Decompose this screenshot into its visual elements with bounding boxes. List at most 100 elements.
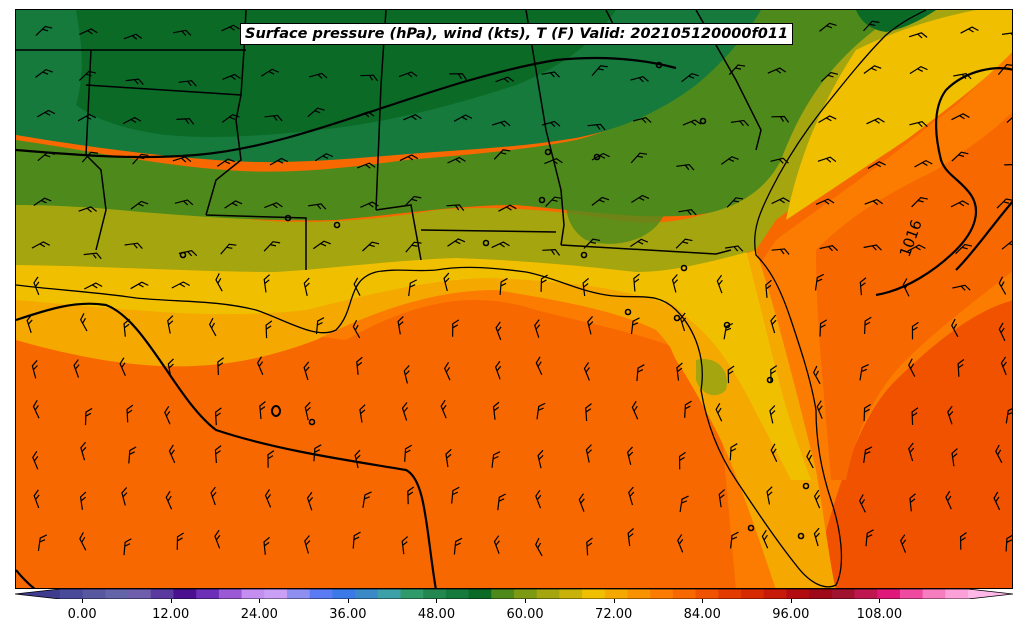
wind-barb xyxy=(770,157,789,164)
colorbar-swatch xyxy=(922,589,946,599)
state-borders xyxy=(16,10,762,270)
colorbar-swatch xyxy=(627,589,651,599)
wind-barb xyxy=(952,284,971,291)
wind-barb xyxy=(401,402,409,421)
wind-barb xyxy=(167,315,174,334)
wind-barb xyxy=(863,244,882,251)
wind-barb xyxy=(122,116,142,125)
wind-barb xyxy=(132,153,149,165)
wind-barb xyxy=(864,198,884,206)
wind-barb xyxy=(950,200,970,208)
wind-barb xyxy=(124,242,143,250)
wind-barb xyxy=(221,24,240,32)
colorbar-tick-label: 0.00 xyxy=(67,607,97,622)
wind-barb xyxy=(495,321,502,341)
wind-barb xyxy=(208,317,217,337)
olive-patch-fl xyxy=(696,359,727,396)
wind-barb xyxy=(542,249,561,256)
isobar-atlantic-2 xyxy=(955,200,1012,271)
wind-barb xyxy=(679,495,689,513)
wind-barb xyxy=(79,28,98,35)
colorbar-tick-label: 48.00 xyxy=(417,607,456,622)
colorbar-swatch xyxy=(332,589,356,599)
wind-barb xyxy=(998,322,1006,342)
wind-barb xyxy=(222,73,241,80)
colorbar-swatch xyxy=(287,589,311,599)
atlantic-coast-yellow xyxy=(786,10,1012,220)
wind-barb xyxy=(444,362,451,381)
wind-barb xyxy=(1004,163,1012,171)
isobar-gulf xyxy=(16,302,437,588)
wind-barb xyxy=(443,272,450,292)
wind-barb xyxy=(863,65,882,74)
wind-barb xyxy=(178,250,198,257)
colorbar-swatch xyxy=(218,589,243,599)
olive-patch-ga xyxy=(565,167,666,244)
colorbar-swatch xyxy=(650,589,674,599)
wind-barb xyxy=(176,532,184,550)
wind-barb xyxy=(815,198,835,205)
wind-barb xyxy=(31,241,50,249)
wind-barb xyxy=(767,67,787,74)
wind-barb xyxy=(960,26,979,34)
wind-barb xyxy=(401,536,409,555)
wind-barb xyxy=(265,320,273,339)
colorbar-swatch xyxy=(559,589,583,599)
wind-barb xyxy=(900,534,907,553)
wind-barb xyxy=(403,365,410,384)
wind-barb xyxy=(718,489,725,508)
coastal-orange-light xyxy=(16,250,836,588)
wind-barb xyxy=(675,238,693,249)
wind-barb xyxy=(995,444,1003,464)
wind-barb xyxy=(123,33,143,40)
colorbar-swatch xyxy=(604,589,629,599)
wind-barb xyxy=(911,197,928,208)
colorbar-swatch xyxy=(468,589,492,599)
wind-barb xyxy=(492,401,500,420)
wind-barb xyxy=(306,491,314,511)
wind-barb xyxy=(678,451,686,470)
wind-barb xyxy=(1005,406,1012,424)
wind-barb xyxy=(544,157,563,165)
wind-barb xyxy=(536,402,546,420)
wind-barb xyxy=(636,364,645,382)
wind-barb xyxy=(908,358,916,377)
colorbar-tick-mark xyxy=(347,599,349,603)
colorbar-swatch xyxy=(582,589,606,599)
wind-barb xyxy=(33,276,40,296)
wind-barb xyxy=(630,76,649,83)
wind-barb xyxy=(959,532,967,550)
wind-barb xyxy=(678,209,697,216)
wind-barb xyxy=(125,78,144,85)
wind-barb xyxy=(591,152,611,161)
wind-barb xyxy=(863,403,872,422)
wind-barb xyxy=(578,493,585,512)
wind-barb xyxy=(682,119,702,126)
wind-barb xyxy=(263,536,270,555)
wind-barb xyxy=(445,448,452,468)
wind-barb xyxy=(307,107,325,118)
wind-barb xyxy=(582,277,589,297)
colorbar-swatch xyxy=(445,589,470,599)
colorbar-swatch xyxy=(423,589,447,599)
wind-barb xyxy=(626,446,634,466)
wind-barb xyxy=(679,312,687,332)
wind-barb xyxy=(126,404,134,423)
wind-barb xyxy=(452,319,460,337)
wind-barb xyxy=(264,114,283,122)
wind-barb xyxy=(304,535,311,554)
wind-barb xyxy=(819,22,837,32)
wind-barb xyxy=(499,277,508,295)
wind-barb xyxy=(359,404,366,423)
wind-barb xyxy=(79,313,88,332)
wind-barb xyxy=(534,319,541,338)
colorbar-swatch xyxy=(672,589,697,599)
wind-barb xyxy=(73,359,80,378)
wind-barb xyxy=(492,120,511,127)
wind-barb xyxy=(953,72,972,80)
wind-barb xyxy=(997,64,1012,75)
wind-barbs xyxy=(26,20,1012,557)
wind-barb xyxy=(123,538,132,556)
wind-barb xyxy=(210,486,217,506)
wind-barb xyxy=(633,116,652,124)
